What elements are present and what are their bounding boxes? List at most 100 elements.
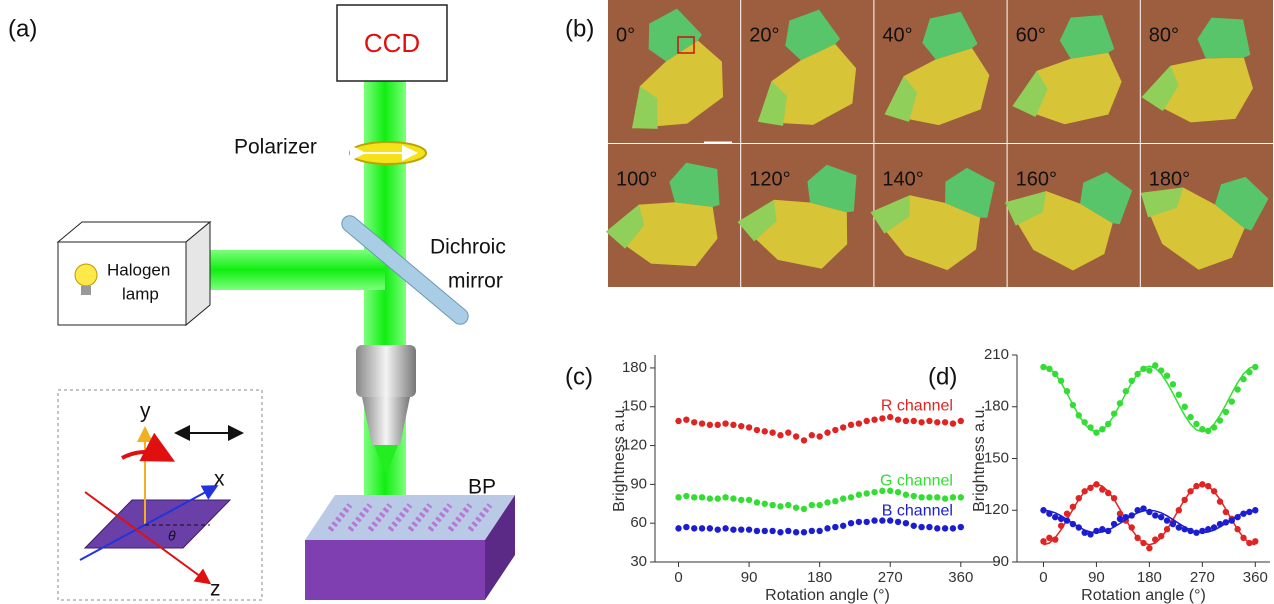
micrograph: 100°: [603, 137, 747, 287]
data-point: [903, 520, 909, 526]
data-point: [746, 497, 752, 503]
y-tick-label: 210: [984, 346, 1009, 363]
data-point: [1211, 488, 1217, 494]
data-point: [816, 433, 822, 439]
polarizer-label: Polarizer: [234, 136, 317, 159]
data-point: [1046, 366, 1052, 372]
angle-label: 160°: [1016, 168, 1057, 190]
data-point: [958, 524, 964, 530]
data-point: [1252, 538, 1258, 544]
bulb: [75, 264, 97, 286]
data-point: [950, 494, 956, 500]
data-point: [1117, 516, 1123, 522]
data-point: [683, 416, 689, 422]
chart: 306090120150180090180270360Rotation angl…: [611, 355, 1000, 604]
data-point: [895, 489, 901, 495]
data-point: [675, 494, 681, 500]
data-point: [1229, 517, 1235, 523]
data-point: [1140, 540, 1146, 546]
data-point: [1217, 417, 1223, 423]
data-point: [911, 523, 917, 529]
data-point: [1170, 381, 1176, 387]
data-point: [1193, 421, 1199, 427]
sample: [305, 540, 485, 600]
data-point: [856, 492, 862, 498]
data-point: [1176, 391, 1182, 397]
data-point: [950, 420, 956, 426]
x-tick-label: 180: [807, 569, 832, 586]
setup-diagram: CCD Polarizer Dichroic mirror Halogen la…: [58, 5, 515, 601]
data-point: [1176, 507, 1182, 513]
x-tick-label: 360: [948, 569, 973, 586]
data-point: [1070, 504, 1076, 510]
data-point: [754, 427, 760, 433]
data-point: [840, 424, 846, 430]
data-point: [903, 492, 909, 498]
data-point: [1040, 538, 1046, 544]
data-point: [675, 525, 681, 531]
data-point: [785, 528, 791, 534]
series-label: B channel: [882, 502, 953, 519]
data-point: [1058, 516, 1064, 522]
data-point: [1099, 526, 1105, 532]
data-point: [1046, 511, 1052, 517]
data-point: [801, 506, 807, 512]
panel-label: (c): [565, 363, 593, 390]
micrograph: 0°: [608, 0, 740, 143]
data-point: [1076, 412, 1082, 418]
micrograph: 20°: [741, 0, 873, 143]
data-point: [934, 494, 940, 500]
data-point: [816, 502, 822, 508]
data-point: [1052, 514, 1058, 520]
data-point: [1234, 514, 1240, 520]
series-label: G channel: [880, 473, 953, 490]
angle-label: 100°: [616, 168, 657, 190]
chart: 90120150180210090180270360Rotation angle…: [971, 346, 1270, 604]
data-point: [1081, 488, 1087, 494]
data-point: [1134, 535, 1140, 541]
data-point: [1181, 497, 1187, 503]
data-point: [1193, 529, 1199, 535]
data-point: [1217, 498, 1223, 504]
data-point: [809, 502, 815, 508]
data-point: [1193, 483, 1199, 489]
data-point: [746, 424, 752, 430]
data-point: [926, 524, 932, 530]
data-point: [738, 526, 744, 532]
y-axis-title: Brightness a.u.: [971, 405, 988, 512]
data-point: [1217, 521, 1223, 527]
data-point: [1211, 524, 1217, 530]
data-point: [1240, 511, 1246, 517]
data-point: [1181, 526, 1187, 532]
data-point: [1129, 524, 1135, 530]
data-point: [918, 524, 924, 530]
data-point: [777, 432, 783, 438]
y-tick-label: 90: [992, 553, 1009, 570]
bulb: [81, 286, 91, 295]
data-point: [722, 420, 728, 426]
micrograph: 160°: [1001, 138, 1153, 287]
data-point: [1211, 424, 1217, 430]
data-point: [848, 494, 854, 500]
data-point: [934, 419, 940, 425]
series-label: R channel: [881, 397, 953, 414]
data-point: [769, 528, 775, 534]
data-point: [918, 419, 924, 425]
objective: [356, 345, 416, 397]
data-point: [1123, 514, 1129, 520]
beam: [205, 250, 385, 290]
data-point: [958, 494, 964, 500]
panel-label: (d): [928, 363, 957, 390]
data-point: [942, 525, 948, 531]
data-point: [1134, 507, 1140, 513]
data-point: [824, 525, 830, 531]
data-point: [1152, 362, 1158, 368]
data-point: [1129, 378, 1135, 384]
data-point: [1111, 521, 1117, 527]
data-point: [1158, 367, 1164, 373]
data-point: [832, 524, 838, 530]
angle-label: 0°: [616, 24, 635, 46]
data-point: [1246, 540, 1252, 546]
page: {"panels": {"a": "(a)", "b": "(b)", "c":…: [0, 0, 1274, 604]
data-point: [1076, 524, 1082, 530]
